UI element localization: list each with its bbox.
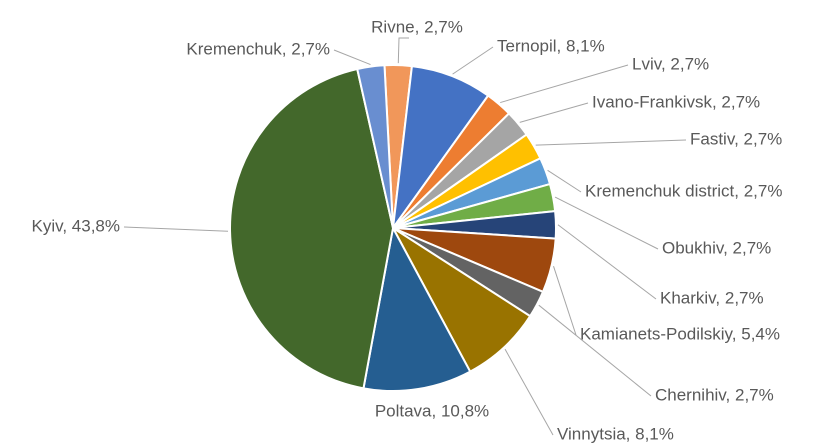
leader-line [538, 304, 652, 397]
leader-line [333, 49, 371, 66]
data-label: Kharkiv, 2,7% [660, 288, 764, 307]
leader-line [123, 226, 229, 232]
leader-line [504, 348, 554, 436]
leader-line [553, 266, 577, 336]
data-label: Obukhiv, 2,7% [662, 238, 771, 257]
data-label: Vinnytsia, 8,1% [557, 424, 674, 443]
data-label: Chernihiv, 2,7% [655, 385, 774, 404]
leader-line [535, 139, 687, 146]
data-label: Kremenchuk, 2,7% [186, 39, 330, 58]
leader-line [557, 224, 657, 300]
data-label: Kyiv, 43,8% [31, 216, 120, 235]
leader-line [554, 196, 659, 250]
data-label: Kamianets-Podilskiy, 5,4% [580, 324, 780, 343]
leader-line [452, 46, 494, 75]
pie-slice [362, 225, 472, 392]
data-label: Poltava, 10,8% [375, 401, 489, 420]
data-label: Lviv, 2,7% [632, 54, 709, 73]
leader-line [519, 102, 589, 123]
data-label: Fastiv, 2,7% [690, 129, 782, 148]
leader-line [500, 64, 629, 104]
pie-slice [356, 64, 394, 229]
data-label: Ivano-Frankivsk, 2,7% [592, 92, 760, 111]
leader-line [397, 37, 409, 64]
pie-slice [229, 67, 395, 390]
data-label: Ternopil, 8,1% [497, 36, 605, 55]
data-label: Kremenchuk district, 2,7% [585, 181, 782, 200]
leader-line [547, 169, 582, 193]
data-label: Rivne, 2,7% [371, 17, 463, 36]
